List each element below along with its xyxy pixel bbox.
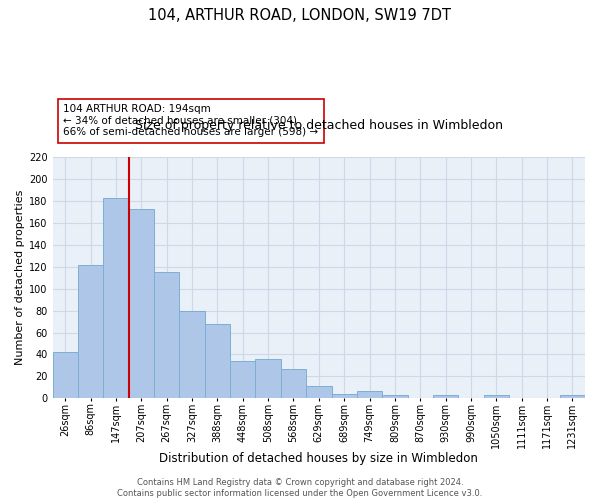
Bar <box>230 361 256 399</box>
Bar <box>281 368 306 398</box>
Title: Size of property relative to detached houses in Wimbledon: Size of property relative to detached ho… <box>135 120 503 132</box>
Text: 104, ARTHUR ROAD, LONDON, SW19 7DT: 104, ARTHUR ROAD, LONDON, SW19 7DT <box>149 8 452 22</box>
Bar <box>154 272 179 398</box>
Bar <box>306 386 332 398</box>
Bar <box>433 395 458 398</box>
Bar <box>382 395 407 398</box>
Bar <box>129 208 154 398</box>
Bar <box>560 395 585 398</box>
Bar <box>332 394 357 398</box>
Bar <box>78 264 103 398</box>
Bar <box>103 198 129 398</box>
Bar <box>484 395 509 398</box>
Bar <box>357 390 382 398</box>
Text: Contains HM Land Registry data © Crown copyright and database right 2024.
Contai: Contains HM Land Registry data © Crown c… <box>118 478 482 498</box>
Bar <box>256 359 281 399</box>
Bar <box>53 352 78 399</box>
X-axis label: Distribution of detached houses by size in Wimbledon: Distribution of detached houses by size … <box>160 452 478 465</box>
Text: 104 ARTHUR ROAD: 194sqm
← 34% of detached houses are smaller (304)
66% of semi-d: 104 ARTHUR ROAD: 194sqm ← 34% of detache… <box>63 104 319 138</box>
Bar <box>205 324 230 398</box>
Y-axis label: Number of detached properties: Number of detached properties <box>15 190 25 366</box>
Bar <box>179 310 205 398</box>
